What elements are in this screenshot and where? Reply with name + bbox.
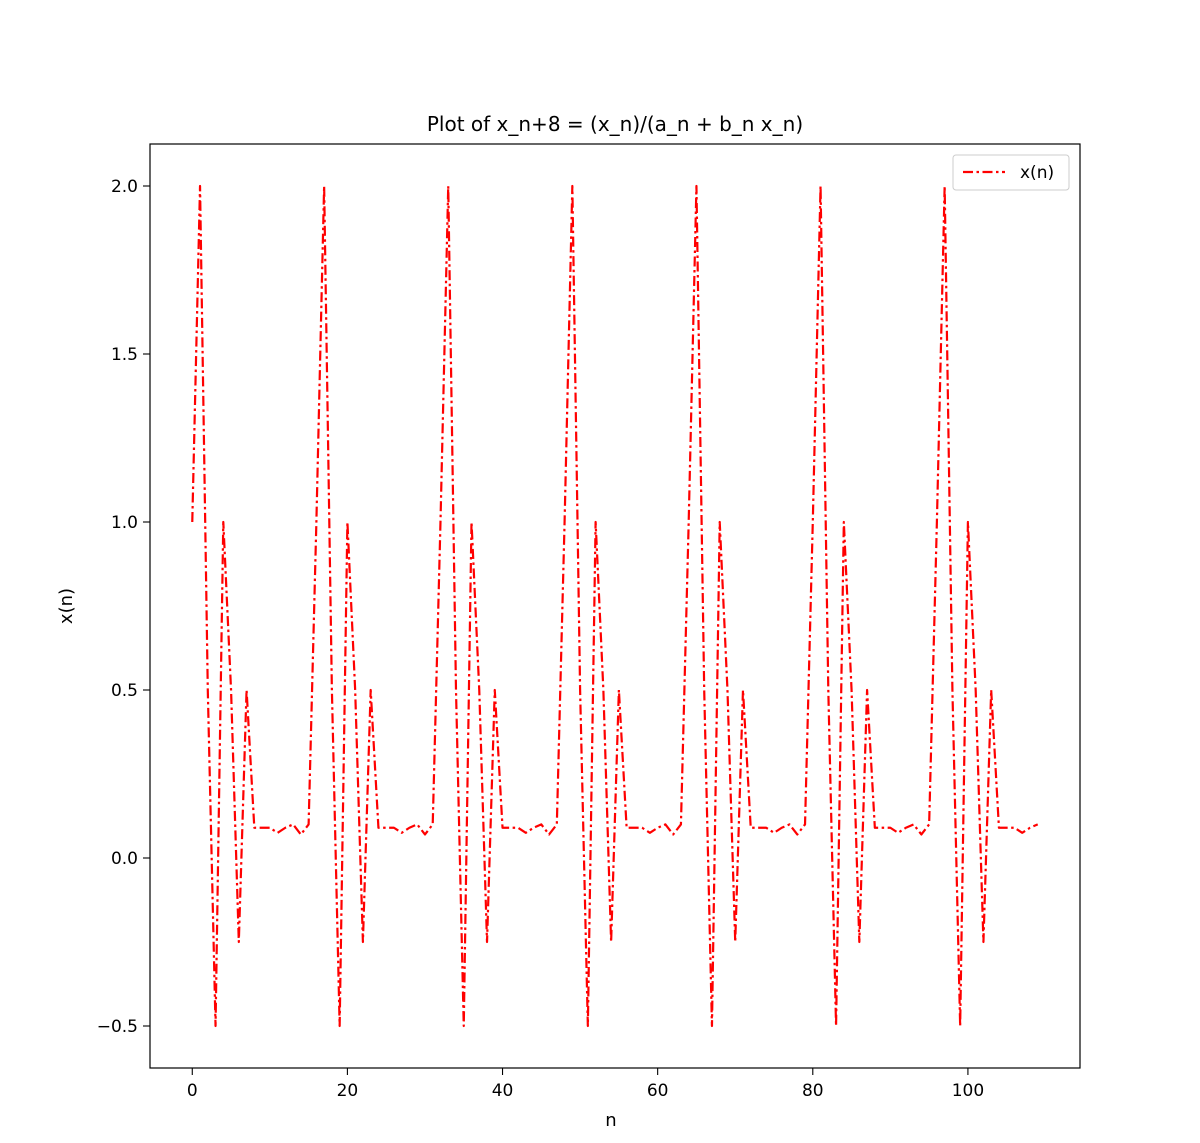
x-tick-label: 100 (952, 1081, 984, 1101)
legend-series-label: x(n) (1020, 163, 1054, 183)
y-axis-ticks: −0.5 0.0 0.5 1.0 1.5 2.0 (97, 177, 150, 1037)
legend-box (952, 154, 1070, 191)
y-tick-label: 0.5 (111, 681, 138, 701)
y-tick-label: 2.0 (111, 177, 138, 197)
x-axis-label: n (605, 1110, 616, 1131)
series-line-0 (191, 184, 1039, 1028)
x-tick-label: 0 (187, 1081, 198, 1101)
x-tick-label: 60 (647, 1081, 669, 1101)
x-axis-ticks: 0 20 40 60 80 100 (187, 1068, 984, 1101)
plot-area (191, 184, 1039, 1028)
y-tick-label: 0.0 (111, 849, 138, 869)
x-tick-label: 80 (802, 1081, 824, 1101)
x-tick-label: 20 (337, 1081, 359, 1101)
y-tick-label: 1.5 (111, 345, 138, 365)
y-axis-label: x(n) (56, 588, 77, 624)
axes-frame (149, 143, 1081, 1069)
chart-title: Plot of x_n+8 = (x_n)/(a_n + b_n x_n) (427, 112, 803, 136)
y-tick-label: −0.5 (97, 1017, 138, 1037)
x-tick-label: 40 (492, 1081, 514, 1101)
y-tick-label: 1.0 (111, 513, 138, 533)
legend: x(n) (952, 154, 1070, 191)
